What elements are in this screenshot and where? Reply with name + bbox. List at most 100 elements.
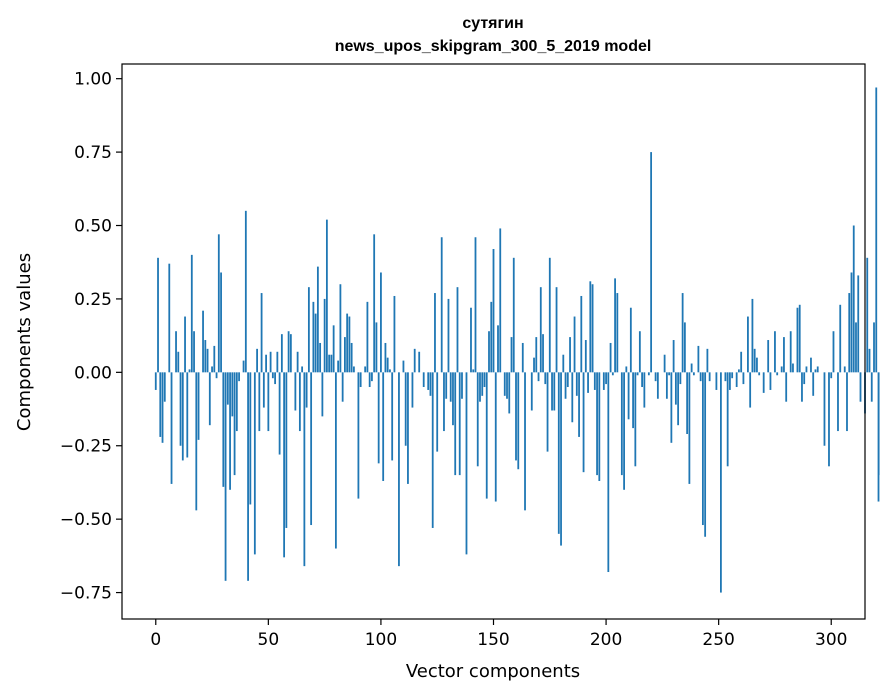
bar <box>384 342 387 373</box>
x-tick-label: 200 <box>590 630 622 650</box>
bar <box>738 369 740 373</box>
bar <box>332 325 335 373</box>
bar <box>206 348 209 373</box>
bar <box>566 372 569 388</box>
bar <box>389 369 391 373</box>
y-tick-label: −0.25 <box>60 437 112 457</box>
bar <box>170 372 173 484</box>
bar <box>244 210 247 373</box>
bar <box>229 372 231 490</box>
bar <box>665 372 668 399</box>
bar <box>638 331 641 373</box>
bar <box>724 372 727 382</box>
bar <box>485 372 488 499</box>
bar <box>499 228 502 373</box>
bar <box>314 313 317 373</box>
bar <box>256 348 258 373</box>
bar <box>222 372 225 487</box>
bar <box>850 272 853 373</box>
bar <box>731 372 734 379</box>
bar <box>449 372 452 402</box>
bar <box>285 372 288 528</box>
bar <box>870 372 873 402</box>
bar <box>373 234 376 373</box>
bar <box>476 372 479 467</box>
y-tick-label: −0.75 <box>60 584 112 604</box>
bar <box>422 372 425 388</box>
bar <box>785 372 788 402</box>
bar <box>762 372 765 393</box>
bar <box>564 372 567 399</box>
bar <box>364 366 367 373</box>
bar <box>846 372 848 432</box>
bar <box>269 351 272 373</box>
bar <box>643 372 646 408</box>
bar <box>783 337 785 373</box>
bar <box>674 372 677 405</box>
bar <box>289 334 292 373</box>
bar <box>312 301 315 373</box>
bar <box>735 372 738 388</box>
bar <box>560 372 562 546</box>
bar <box>812 372 815 396</box>
bar <box>701 372 704 526</box>
bar <box>204 340 207 373</box>
bar <box>193 331 195 373</box>
bar <box>524 372 526 511</box>
bar <box>843 366 846 373</box>
bar <box>253 372 256 555</box>
bar <box>380 272 382 373</box>
bar <box>625 366 628 373</box>
x-axis-ticks: 0 50 100 150 200 250 300 <box>150 619 847 650</box>
bar <box>470 307 472 373</box>
bar <box>544 372 547 385</box>
bar <box>181 372 184 461</box>
bar <box>154 372 157 390</box>
bar <box>350 342 353 373</box>
y-axis-ticks: −0.75 −0.50 −0.25 0.00 0.25 0.50 0.75 1.00 <box>60 70 122 604</box>
bar <box>605 372 607 385</box>
bar <box>321 372 324 417</box>
bar <box>555 287 558 373</box>
bar <box>557 372 560 534</box>
bar <box>348 316 351 373</box>
bar <box>805 366 808 373</box>
bar <box>866 257 869 373</box>
bar <box>650 152 653 373</box>
bar <box>377 372 380 464</box>
bar <box>692 372 695 376</box>
bar <box>636 372 639 376</box>
bar <box>769 372 772 390</box>
bar <box>249 372 252 505</box>
bar <box>283 372 286 558</box>
bar <box>242 360 245 373</box>
bar <box>359 372 362 388</box>
bar <box>238 372 240 382</box>
bar <box>690 363 693 373</box>
bar <box>208 372 211 426</box>
bar <box>319 342 322 373</box>
bar <box>305 372 308 408</box>
bar <box>184 316 186 373</box>
bar <box>163 372 166 402</box>
bar <box>334 372 337 549</box>
bar <box>753 348 756 373</box>
bar <box>366 301 369 373</box>
bar <box>620 372 623 476</box>
bar <box>375 322 378 373</box>
bar <box>837 372 839 432</box>
bar <box>553 372 556 411</box>
bar <box>814 369 817 373</box>
bar <box>177 351 180 373</box>
bar <box>839 304 842 373</box>
x-tick-label: 300 <box>815 630 847 650</box>
bar <box>575 372 578 396</box>
bar <box>298 372 301 432</box>
bar <box>715 372 718 390</box>
bar <box>497 325 499 373</box>
bar <box>488 331 490 373</box>
bar <box>598 372 601 481</box>
bar <box>609 342 612 373</box>
bar <box>247 372 249 581</box>
bar <box>672 340 675 373</box>
